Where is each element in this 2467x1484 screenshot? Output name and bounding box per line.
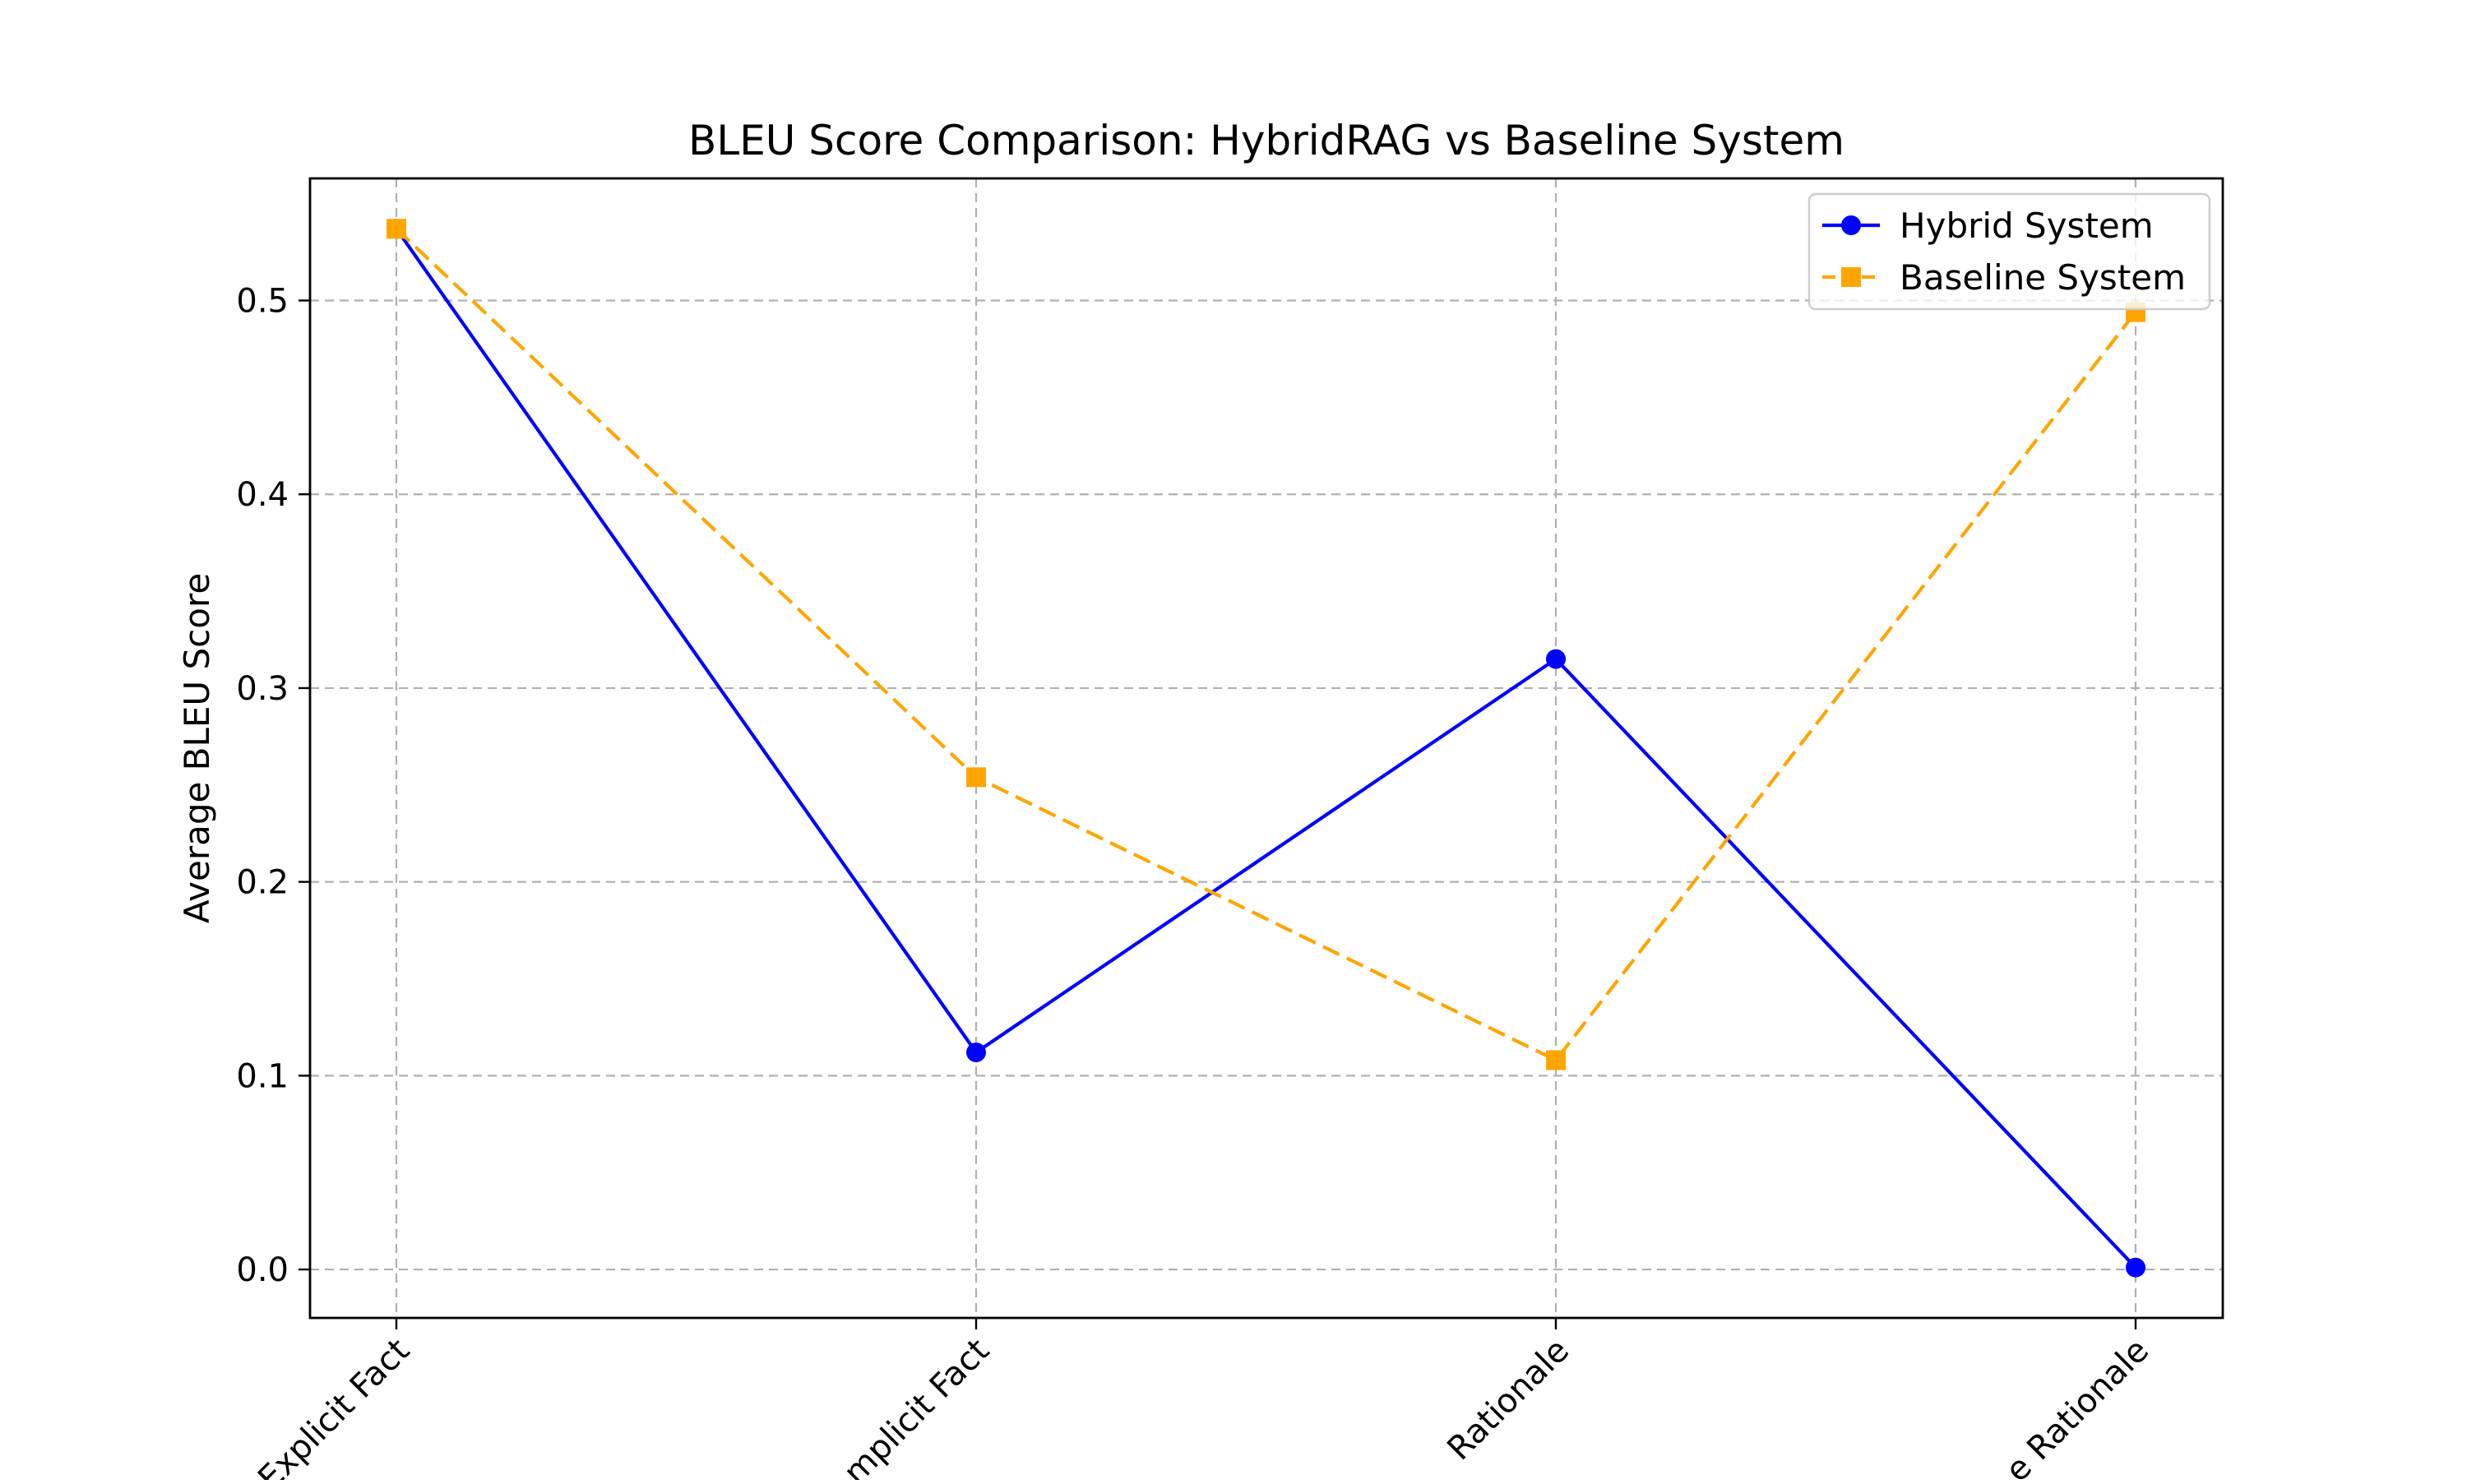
series-layer (386, 219, 2145, 1278)
legend: Hybrid System Baseline System (1807, 192, 2211, 311)
legend-label: Hybrid System (1900, 206, 2154, 246)
y-tick-label: 0.2 (236, 864, 289, 902)
series-point (1546, 649, 1566, 669)
legend-label: Baseline System (1900, 257, 2186, 298)
series-point (1546, 1050, 1566, 1070)
series-line-2 (395, 227, 2137, 1062)
plot-area-frame (308, 177, 2224, 1320)
y-axis-label: Average BLEU Score (177, 573, 217, 923)
series-point (2126, 1257, 2145, 1278)
x-tick-label: mplicit Fact (836, 1332, 997, 1480)
y-tick-label: 0.5 (236, 283, 289, 321)
chart-title: BLEU Score Comparison: HybridRAG vs Base… (688, 117, 1844, 164)
series-point (966, 767, 986, 788)
legend-marker (1841, 267, 1861, 287)
x-tick-label: Explicit Fact (251, 1332, 417, 1480)
y-tick-label: 0.3 (236, 670, 289, 708)
legend-box (1807, 192, 2211, 311)
y-tick-label: 0.4 (236, 476, 289, 514)
y-tick-label: 0.0 (236, 1251, 289, 1289)
legend-marker (1841, 215, 1861, 235)
series-point (966, 1042, 986, 1063)
x-tick-label: Rationale (1440, 1332, 1576, 1468)
grid-lines (310, 178, 2223, 1318)
y-tick-label: 0.1 (236, 1057, 289, 1095)
series-line-1 (395, 228, 2137, 1269)
series-point (386, 219, 406, 239)
x-tick-label: e Rationale (1998, 1332, 2156, 1480)
